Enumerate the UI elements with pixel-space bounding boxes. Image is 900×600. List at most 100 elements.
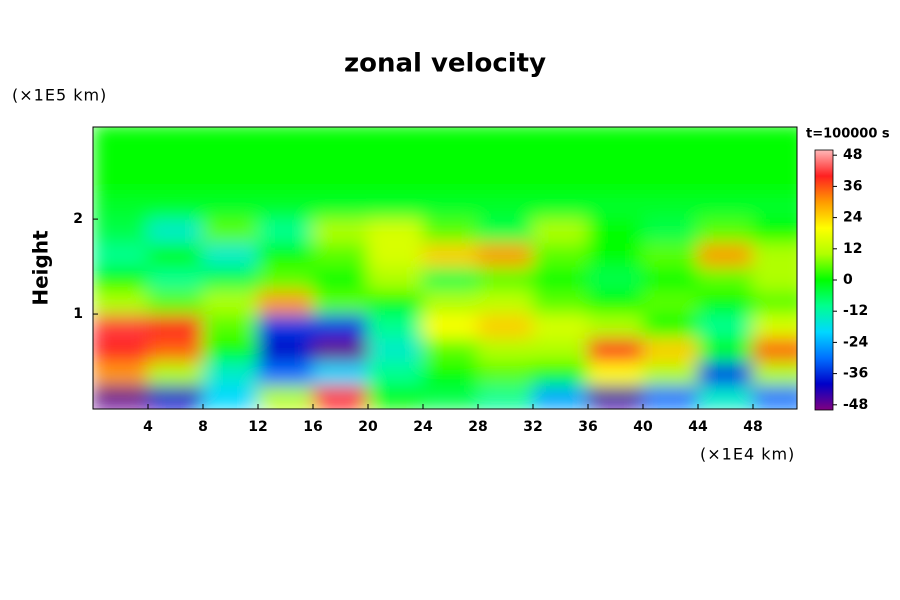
heatmap-cell — [422, 194, 479, 220]
heatmap-cell — [697, 361, 754, 386]
heatmap-cell — [532, 242, 589, 268]
heatmap-cell — [367, 147, 424, 173]
heatmap-cell — [257, 147, 314, 173]
heatmap-cell — [697, 289, 754, 315]
colorbar-tick-label: -12 — [843, 303, 868, 319]
heatmap-cell — [93, 337, 149, 363]
heatmap-cell — [202, 313, 259, 339]
heatmap-cell — [93, 384, 149, 409]
heatmap-cell — [697, 194, 754, 220]
heatmap-cell — [202, 289, 259, 315]
heatmap-cell — [367, 218, 424, 244]
heatmap-cell — [752, 289, 797, 315]
heatmap-cell — [642, 313, 699, 339]
heatmap-cell — [587, 171, 644, 196]
heatmap-cell — [477, 313, 534, 339]
x-tick-label: 12 — [248, 419, 267, 435]
heatmap-cell — [202, 147, 259, 173]
heatmap-cell — [697, 266, 754, 291]
heatmap-cell — [642, 171, 699, 196]
heatmap-cell — [587, 194, 644, 220]
heatmap-cell — [587, 127, 644, 149]
heatmap-cell — [312, 337, 369, 363]
heatmap-cell — [642, 361, 699, 386]
heatmap-cell — [367, 266, 424, 291]
colorbar-tick-label: 24 — [843, 210, 863, 226]
heatmap-cell — [257, 384, 314, 409]
x-tick-label: 16 — [303, 419, 322, 435]
heatmap-cell — [697, 147, 754, 173]
heatmap-cell — [257, 337, 314, 363]
heatmap-cell — [312, 171, 369, 196]
heatmap-cell — [93, 218, 149, 244]
heatmap-cell — [147, 218, 204, 244]
heatmap-cell — [697, 218, 754, 244]
heatmap-cell — [147, 361, 204, 386]
heatmap-cell — [257, 171, 314, 196]
heatmap-cell — [477, 242, 534, 268]
heatmap-cell — [642, 147, 699, 173]
heatmap-cell — [367, 171, 424, 196]
heatmap-cell — [93, 242, 149, 268]
heatmap-cell — [587, 361, 644, 386]
heatmap-cell — [202, 337, 259, 363]
heatmap-cell — [147, 147, 204, 173]
heatmap-cell — [147, 171, 204, 196]
heatmap-cell — [532, 127, 589, 149]
heatmap-cell — [752, 147, 797, 173]
heatmap-cell — [257, 361, 314, 386]
heatmap-cell — [587, 313, 644, 339]
heatmap-cell — [202, 242, 259, 268]
heatmap-cell — [752, 337, 797, 363]
colorbar-tick-label: 0 — [843, 272, 853, 288]
heatmap-cell — [697, 337, 754, 363]
heatmap-cell — [422, 147, 479, 173]
heatmap-cell — [752, 127, 797, 149]
heatmap-cell — [257, 127, 314, 149]
heatmap-cell — [202, 218, 259, 244]
heatmap-cell — [367, 127, 424, 149]
y-unit-label: (×1E5 km) — [12, 86, 107, 105]
heatmap-cell — [93, 266, 149, 291]
heatmap-cell — [532, 313, 589, 339]
heatmap-cell — [93, 313, 149, 339]
heatmap-cell — [532, 384, 589, 409]
colorbar-tick-label: -36 — [843, 366, 868, 382]
heatmap-cell — [532, 147, 589, 173]
heatmap-cell — [312, 194, 369, 220]
heatmap-cell — [312, 313, 369, 339]
heatmap-cell — [532, 337, 589, 363]
heatmap-cell — [642, 127, 699, 149]
heatmap-cell — [202, 171, 259, 196]
heatmap-cell — [477, 289, 534, 315]
x-tick-label: 8 — [198, 419, 208, 435]
heatmap-cell — [367, 361, 424, 386]
heatmap-cell — [587, 242, 644, 268]
heatmap-cell — [257, 313, 314, 339]
heatmap-cell — [752, 242, 797, 268]
heatmap-cell — [202, 266, 259, 291]
colorbar-tick-label: 12 — [843, 241, 862, 257]
heatmap-cell — [367, 384, 424, 409]
heatmap-cell — [532, 171, 589, 196]
heatmap-cell — [477, 218, 534, 244]
heatmap-cell — [477, 384, 534, 409]
heatmap-cell — [202, 384, 259, 409]
heatmap-cell — [147, 194, 204, 220]
x-tick-label: 28 — [468, 419, 487, 435]
heatmap-cells — [93, 127, 797, 409]
heatmap-cell — [367, 194, 424, 220]
heatmap-cell — [312, 289, 369, 315]
heatmap-cell — [642, 384, 699, 409]
x-tick-label: 20 — [358, 419, 378, 435]
heatmap-cell — [642, 266, 699, 291]
heatmap-cell — [93, 147, 149, 173]
heatmap-cell — [697, 384, 754, 409]
heatmap-cell — [752, 361, 797, 386]
colorbar-tick-label: 36 — [843, 178, 862, 194]
heatmap-cell — [752, 313, 797, 339]
x-tick-label: 44 — [688, 419, 708, 435]
heatmap-cell — [422, 127, 479, 149]
heatmap-cell — [422, 289, 479, 315]
heatmap-cell — [642, 218, 699, 244]
